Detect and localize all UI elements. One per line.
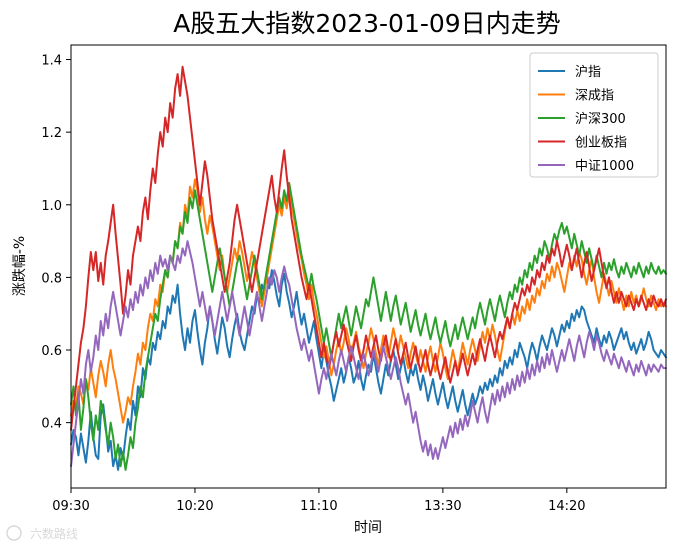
plot-frame — [70, 44, 667, 489]
legend-label: 沪深300 — [575, 111, 626, 127]
y-tick-label: 1.0 — [41, 199, 62, 214]
y-tick-label: 1.2 — [41, 126, 62, 141]
x-tick-label: 10:20 — [176, 499, 213, 514]
x-tick-label: 09:30 — [52, 499, 89, 514]
y-tick-label: 1.4 — [41, 54, 62, 69]
legend-label: 创业板指 — [575, 136, 627, 151]
series-line-4 — [70, 65, 667, 431]
y-tick-label: 0.6 — [41, 344, 62, 359]
x-axis-label: 时间 — [354, 520, 382, 536]
x-tick-label: 13:30 — [424, 499, 461, 514]
y-tick-label: 0.8 — [41, 271, 62, 286]
series-line-5 — [70, 240, 667, 468]
y-tick-label: 0.4 — [41, 417, 62, 432]
series-line-3 — [70, 181, 667, 471]
chart-title: A股五大指数2023-01-09日内走势 — [173, 9, 560, 38]
legend-box — [529, 52, 659, 178]
watermark-text: 六数路线 — [30, 526, 78, 541]
x-axis: 09:30 10:20 11:10 13:30 14:20 — [52, 488, 586, 514]
legend-label: 中证1000 — [575, 159, 634, 174]
y-axis-label: 涨跌幅-% — [12, 236, 28, 296]
plot-area — [70, 44, 667, 489]
legend-label: 深成指 — [575, 89, 614, 104]
y-axis: 0.4 0.6 0.8 1.0 1.2 1.4 — [41, 54, 71, 432]
series-line-1 — [70, 269, 667, 471]
watermark-logo-icon — [6, 525, 22, 541]
x-tick-label: 11:10 — [300, 499, 337, 514]
legend-label: 沪指 — [575, 64, 601, 80]
watermark: 六数路线 — [6, 525, 78, 541]
series-layer — [70, 65, 667, 471]
x-tick-label: 14:20 — [548, 499, 585, 514]
